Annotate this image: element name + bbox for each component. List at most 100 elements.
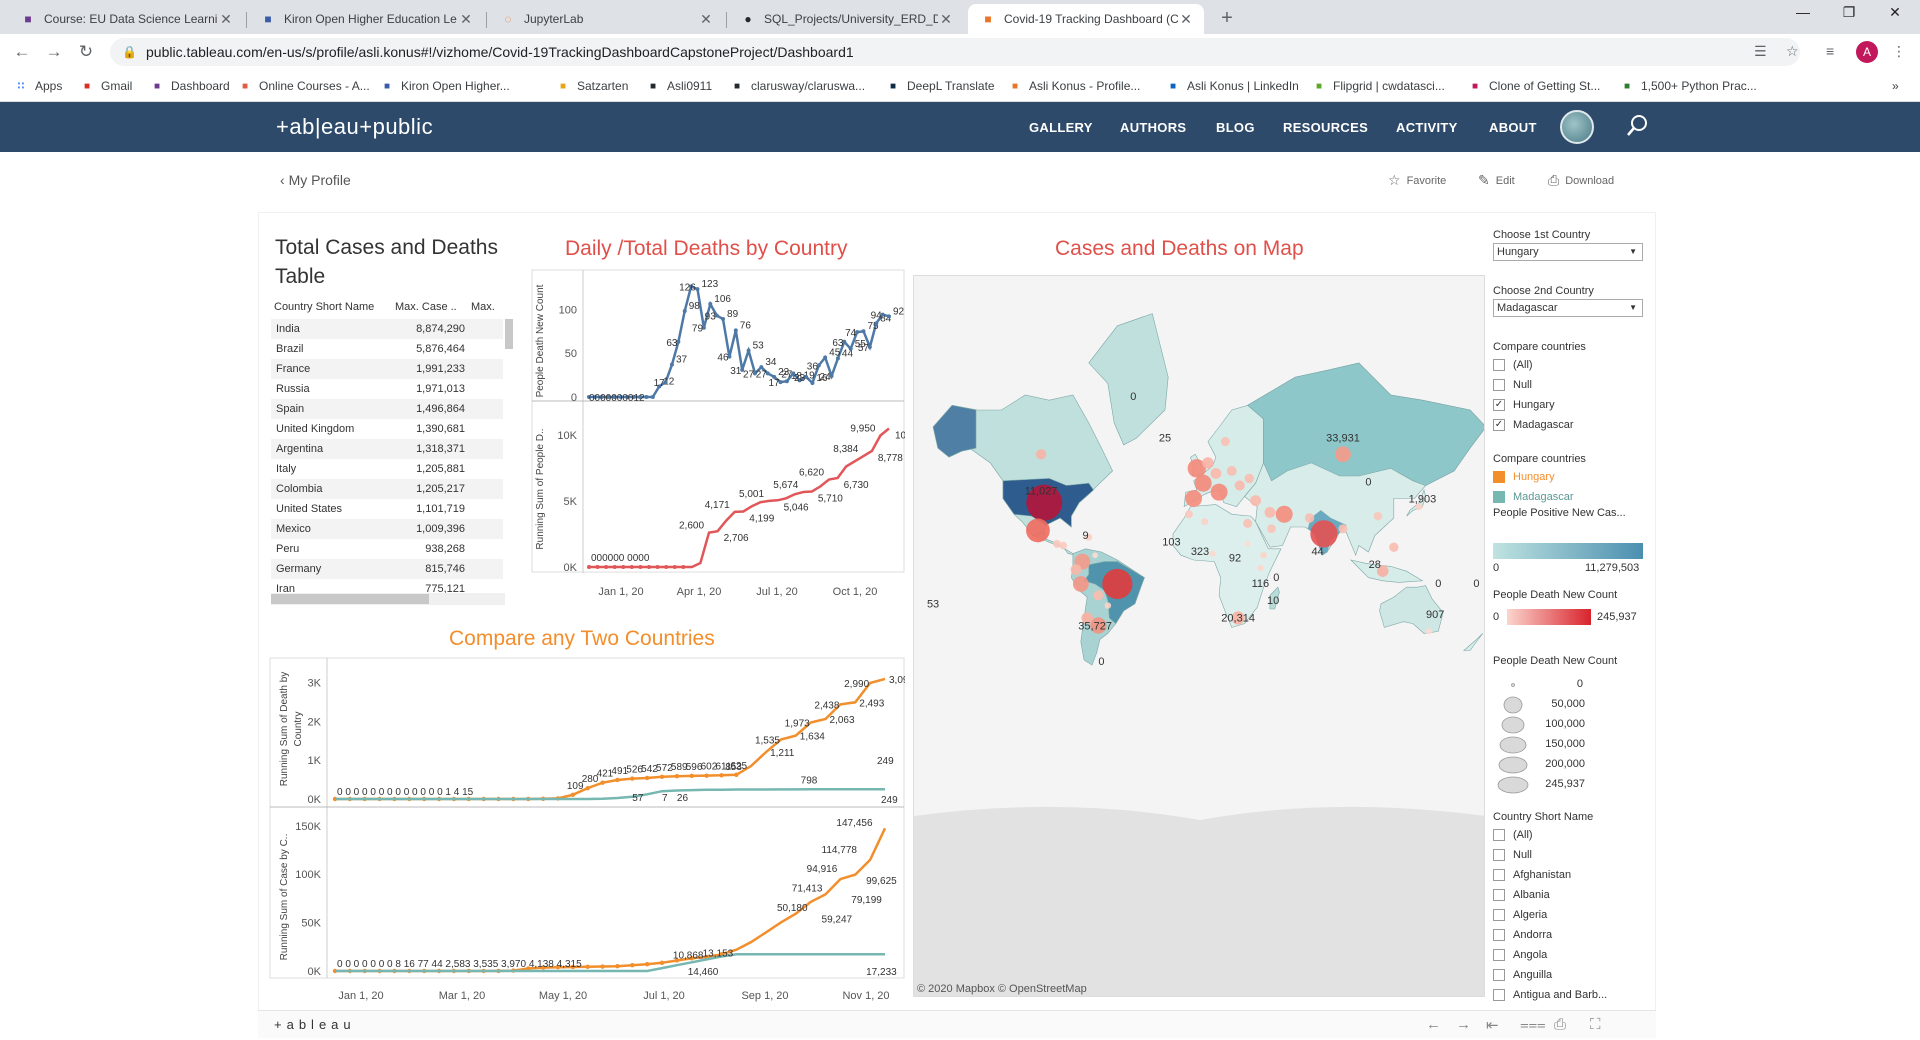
france-bubble[interactable] [1194, 474, 1212, 492]
germany-bubble[interactable] [1210, 468, 1222, 479]
madagascar-shape[interactable] [1269, 586, 1280, 610]
bookmark-gmail[interactable]: ■ Gmail [80, 76, 132, 96]
madagascar-deaths-line[interactable] [335, 788, 885, 801]
argentina-bubble[interactable] [1090, 617, 1107, 634]
mexico-bubble[interactable] [1026, 518, 1050, 543]
philippines-bubble[interactable] [1389, 542, 1399, 552]
minimize-button[interactable]: — [1796, 4, 1810, 20]
country-option[interactable]: Angola [1493, 947, 1547, 963]
daily-point[interactable] [842, 339, 847, 344]
checkbox-icon[interactable] [1493, 829, 1505, 841]
daily-point[interactable] [644, 395, 649, 399]
country-option[interactable]: Andorra [1493, 927, 1552, 943]
tableau-public-logo[interactable]: +ab|eau+public [276, 114, 434, 139]
bookmark-deepl[interactable]: ■ DeepL Translate [886, 76, 995, 96]
venezuela-bubble[interactable] [1092, 552, 1099, 559]
table-row[interactable]: United States 1,101,719 [271, 499, 503, 519]
hungary-point[interactable] [659, 774, 665, 780]
hungary-point[interactable] [704, 773, 709, 778]
table-row[interactable]: Colombia 1,205,217 [271, 479, 503, 499]
edit-button[interactable]: ✎ Edit [1478, 172, 1515, 189]
ethiopia-bubble[interactable] [1260, 551, 1267, 559]
daily-point[interactable] [663, 380, 668, 385]
close-tab-icon[interactable]: ✕ [460, 10, 472, 27]
new-zealand-shape[interactable] [1462, 633, 1484, 651]
checkbox-icon[interactable] [1493, 359, 1505, 371]
bookmark-flipgrid[interactable]: ■ Flipgrid | cwdatasci... [1312, 76, 1445, 96]
daily-point[interactable] [855, 330, 860, 335]
checkbox-icon[interactable] [1493, 909, 1505, 921]
reading-list-icon[interactable]: ≡ [1826, 43, 1835, 59]
compare-option[interactable]: Null [1493, 377, 1532, 393]
running-point[interactable] [672, 565, 677, 569]
bookmark-linkedin[interactable]: ■ Asli Konus | LinkedIn [1166, 76, 1299, 96]
bookmark-clone[interactable]: ■ Clone of Getting St... [1468, 76, 1600, 96]
table-row[interactable]: Peru 938,268 [271, 539, 503, 559]
hungary-cases-point[interactable] [630, 962, 635, 968]
checkbox-checked-icon[interactable]: ✓ [1493, 419, 1505, 431]
peru-bubble[interactable] [1072, 576, 1089, 592]
hungary-point[interactable] [644, 775, 650, 781]
turkey-bubble[interactable] [1250, 495, 1262, 507]
daily-point[interactable] [887, 314, 891, 319]
egypt-bubble[interactable] [1243, 518, 1253, 528]
nigeria-bubble[interactable] [1209, 550, 1216, 557]
hungary-point[interactable] [734, 772, 739, 777]
guatemala-bubble[interactable] [1053, 539, 1061, 548]
user-profile-image[interactable] [1560, 110, 1594, 144]
compare-countries-chart[interactable]: Running Sum of Death by Country 0K 1K 2K 3K 0 … [269, 657, 905, 1009]
table-row[interactable]: France 1,991,233 [271, 359, 503, 379]
revert-icon[interactable]: ⇤ [1486, 1017, 1499, 1034]
daily-point[interactable] [606, 395, 611, 399]
chrome-menu-icon[interactable]: ⋮ [1892, 43, 1906, 59]
hungary-point[interactable] [689, 773, 694, 779]
daily-point[interactable] [772, 374, 777, 379]
canada-bubble[interactable] [1035, 449, 1047, 460]
country1-dropdown[interactable]: Hungary ▼ [1493, 243, 1643, 261]
hungary-point[interactable] [615, 777, 620, 783]
hungary-point[interactable] [570, 792, 576, 797]
madagascar-cases-line[interactable] [335, 953, 885, 973]
table-row[interactable]: Spain 1,496,864 [271, 399, 503, 419]
bookmark-github[interactable]: ■ clarusway/claruswa... [730, 76, 865, 96]
country-option[interactable]: Albania [1493, 887, 1550, 903]
bookmark-kiron[interactable]: ■ Kiron Open Higher... [380, 76, 510, 96]
nav-resources[interactable]: RESOURCES [1283, 120, 1369, 135]
favorite-button[interactable]: ☆ Favorite [1388, 172, 1446, 189]
table-row[interactable]: Iran 775,121 [271, 579, 503, 593]
sudan-bubble[interactable] [1244, 540, 1251, 547]
morocco-bubble[interactable] [1184, 510, 1193, 519]
fullscreen-icon[interactable]: ⛶ [1590, 1016, 1601, 1033]
brazil-bubble[interactable] [1102, 568, 1133, 600]
daily-point[interactable] [721, 316, 726, 321]
checkbox-icon[interactable] [1493, 969, 1505, 981]
column-max-case[interactable]: Max. Case .. [395, 301, 457, 313]
legend-item[interactable]: Hungary [1493, 469, 1555, 485]
browser-tab[interactable]: ■ Kiron Open Higher Education Le ✕ [248, 4, 484, 34]
compare-option[interactable]: ✓ Madagascar [1493, 417, 1574, 433]
russia-shape[interactable] [1247, 362, 1485, 486]
daily-point[interactable] [784, 379, 789, 384]
paraguay-bubble[interactable] [1104, 602, 1112, 609]
chile-bubble[interactable] [1081, 612, 1093, 624]
daily-point[interactable] [612, 395, 617, 399]
bookmark-github[interactable]: ■ Asli0911 [646, 76, 712, 96]
daily-point[interactable] [701, 325, 706, 330]
close-tab-icon[interactable]: ✕ [940, 10, 952, 27]
indonesia-bubble[interactable] [1376, 565, 1389, 577]
running-point[interactable] [587, 565, 591, 569]
bookmark-tableau[interactable]: ■ Asli Konus - Profile... [1008, 76, 1140, 96]
close-tab-icon[interactable]: ✕ [700, 10, 712, 27]
browser-tab[interactable]: ● SQL_Projects/University_ERD_Dia ✕ [728, 4, 964, 34]
japan-shape[interactable] [1406, 488, 1426, 517]
ecuador-bubble[interactable] [1070, 564, 1082, 576]
iraq-bubble[interactable] [1264, 507, 1276, 518]
daily-point[interactable] [689, 284, 694, 289]
poland-bubble[interactable] [1226, 466, 1237, 476]
daily-point[interactable] [676, 339, 681, 344]
table-row[interactable]: Russia 1,971,013 [271, 379, 503, 399]
table-row[interactable]: Germany 815,746 [271, 559, 503, 579]
daily-point[interactable] [587, 395, 591, 399]
daily-point[interactable] [765, 371, 770, 376]
